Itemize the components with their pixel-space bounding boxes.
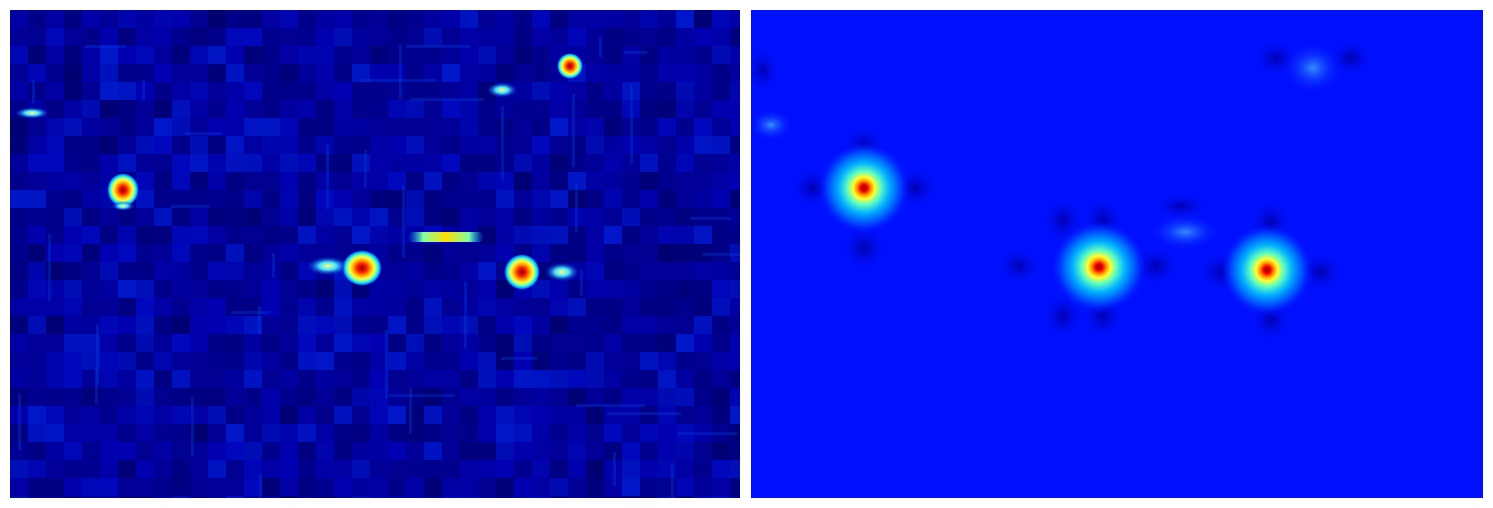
block-texture: [10, 10, 740, 498]
faint-peak: [1149, 214, 1221, 250]
raw-heatmap-canvas: [10, 10, 740, 498]
hotspot: [107, 173, 139, 207]
raw-activation-heatmap: [10, 10, 740, 498]
hotspot: [342, 250, 382, 286]
hotspot: [544, 262, 580, 282]
keypoint-peak: [818, 142, 910, 234]
keypoint-peak: [1051, 221, 1147, 313]
hotspot: [557, 53, 583, 79]
hotspot: [504, 254, 540, 290]
hotspot: [486, 82, 518, 98]
faint-peak: [751, 109, 793, 141]
hotspot: [408, 232, 484, 242]
gaussian-peak-heatmap: [751, 10, 1483, 498]
hotspot: [306, 256, 350, 276]
hotspot: [111, 201, 135, 211]
faint-peak: [1283, 42, 1343, 94]
gaussian-heatmap-canvas: [751, 10, 1483, 498]
keypoint-peak: [1221, 224, 1313, 316]
hotspot: [14, 107, 50, 119]
